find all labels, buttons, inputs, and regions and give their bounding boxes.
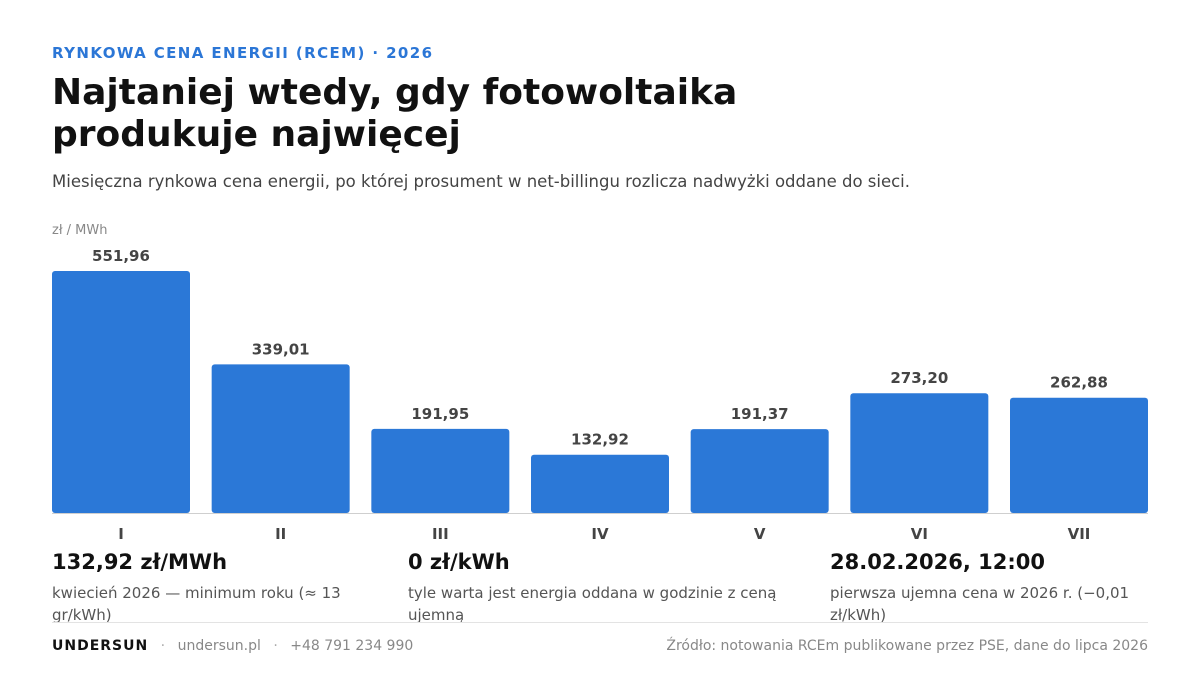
bar-I [52,271,190,513]
stat-description: pierwsza ujemna cena w 2026 r. (−0,01 zł… [830,584,1130,624]
bar-chart: 551,96 I 339,01 II 191,95 III 132,92 IV 191,37 V 2… [52,247,1148,543]
brand-name: UNDERSUN [52,638,149,654]
bar-V [690,429,829,513]
y-axis-unit-label: zł / MWh [52,223,108,238]
x-tick-label-I: I [118,525,124,543]
data-label-VI: 273,20 [890,369,948,387]
kicker: RYNKOWA CENA ENERGII (RCEM) · 2026 [52,44,434,62]
stat-value: 28.02.2026, 12:00 [830,550,1045,574]
stat-minimum: 132,92 zł/MWh kwiecień 2026 — minimum ro… [52,548,372,626]
x-tick-label-VI: VI [911,525,928,543]
data-label-VII: 262,88 [1050,374,1108,392]
x-tick-label-V: V [754,525,766,543]
stat-zero-price: 0 zł/kWh tyle warta jest energia oddana … [408,548,798,626]
subtitle: Miesięczna rynkowa cena energii, po któr… [52,172,911,191]
source-note: Źródło: notowania RCEm publikowane przez… [666,638,1148,654]
data-label-V: 191,37 [731,405,789,423]
phone-number[interactable]: +48 791 234 990 [290,638,414,654]
x-tick-label-IV: IV [591,525,609,543]
data-label-IV: 132,92 [571,431,629,449]
data-label-III: 191,95 [411,405,469,423]
x-tick-label-III: III [432,525,449,543]
bar-III [371,428,510,513]
data-label-I: 551,96 [92,247,150,265]
x-tick-label-II: II [275,525,286,543]
stat-description: kwiecień 2026 — minimum roku (≈ 13 gr/kW… [52,584,341,624]
website-link[interactable]: undersun.pl [177,638,261,654]
footer-contact: UNDERSUN · undersun.pl · +48 791 234 990 [52,638,413,654]
stat-value: 0 zł/kWh [408,550,510,574]
bar-IV [531,454,669,513]
footer-divider [52,622,1148,623]
bar-VI [850,393,989,513]
separator: · [273,638,278,654]
stat-first-negative: 28.02.2026, 12:00 pierwsza ujemna cena w… [830,548,1148,626]
separator: · [160,638,166,654]
bar-VII [1010,397,1148,513]
bar-II [211,364,350,513]
stat-description: tyle warta jest energia oddana w godzini… [408,584,777,624]
x-tick-label-VII: VII [1068,525,1091,543]
stat-value: 132,92 zł/MWh [52,550,228,574]
page-title: Najtaniej wtedy, gdy fotowoltaika produk… [52,72,738,155]
data-label-II: 339,01 [252,340,310,358]
